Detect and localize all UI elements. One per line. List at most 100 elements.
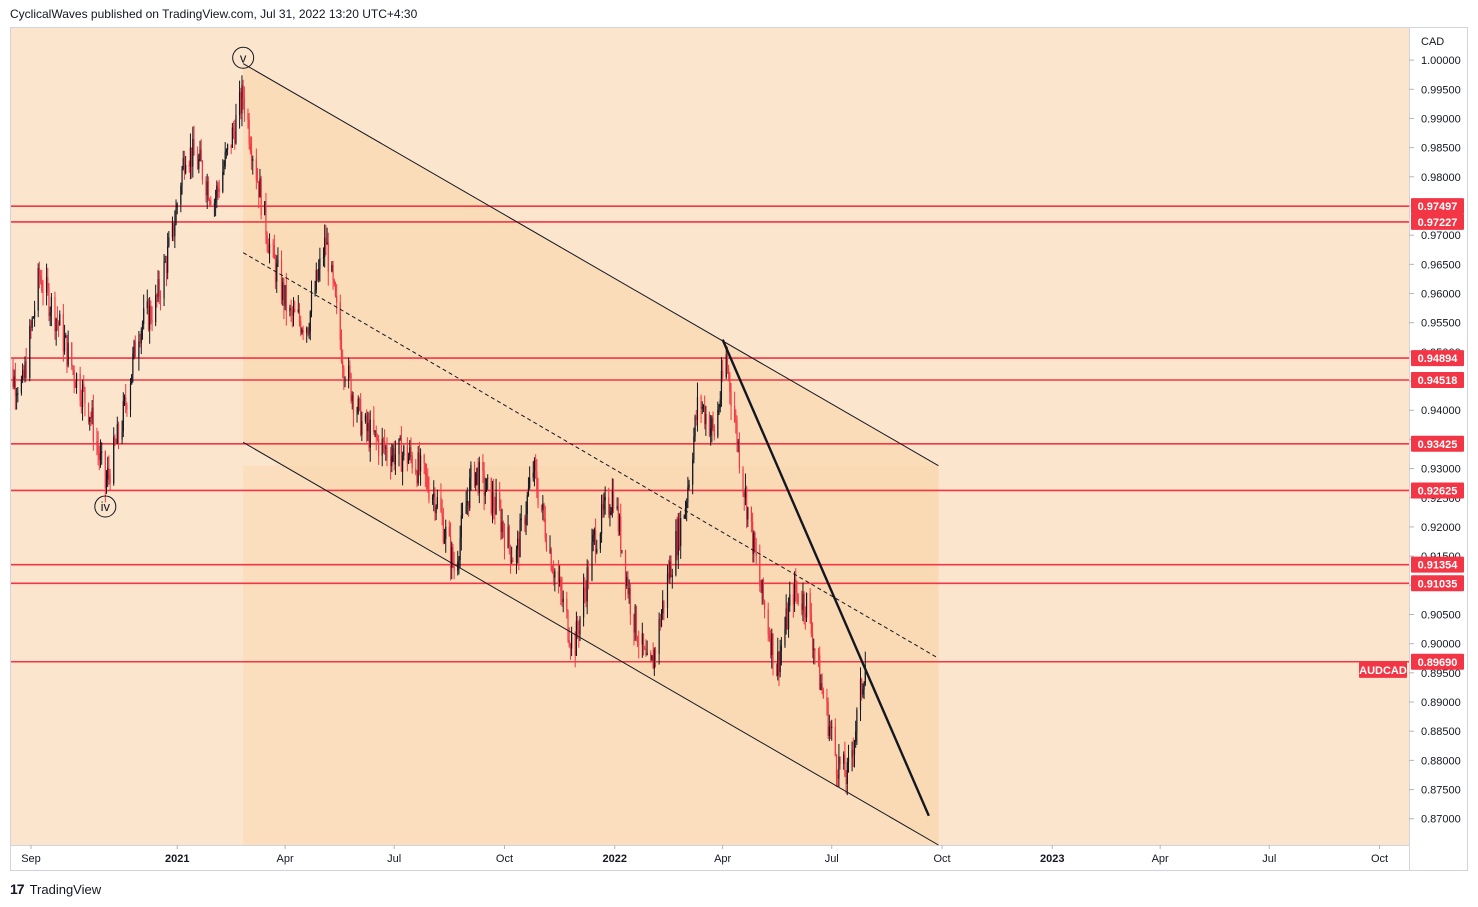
price-tick-label: 0.99500 — [1421, 84, 1461, 96]
candle-body — [267, 245, 269, 254]
level-price-tag-8[interactable] — [1411, 653, 1464, 670]
candle-body — [545, 538, 548, 550]
candle-body — [326, 241, 328, 245]
descending-trendline[interactable] — [721, 339, 930, 817]
level-price-tag-3[interactable] — [1411, 372, 1464, 389]
chart-area[interactable]: v iv CAD 1.00000 0.99500 0.99000 0.98500 0.9800… — [10, 27, 1468, 871]
candle-body — [238, 92, 241, 116]
candle-body — [458, 559, 460, 562]
brand-name[interactable]: TradingView — [29, 881, 102, 897]
candle-body — [181, 169, 183, 187]
candle-body — [557, 571, 560, 584]
level-price-tag-4[interactable] — [1411, 435, 1464, 452]
candle-body — [554, 571, 556, 578]
candle-body — [391, 455, 393, 467]
candle-body — [416, 473, 418, 484]
candle-body — [863, 684, 865, 690]
candle-body — [846, 762, 848, 784]
candle-body — [443, 538, 446, 543]
candle-body — [252, 159, 254, 161]
candle-body — [259, 178, 261, 198]
candle-body — [376, 437, 379, 440]
wave-label-1[interactable]: iv — [101, 499, 111, 514]
candle-body — [771, 633, 773, 656]
candle-body — [419, 455, 422, 472]
candle-body — [752, 521, 754, 554]
candle-body — [602, 504, 604, 510]
candle-body — [234, 131, 236, 144]
candle-body — [760, 585, 762, 593]
time-tick-label: Apr — [714, 853, 731, 865]
candle-body — [407, 456, 410, 464]
candle-body — [537, 490, 539, 505]
candle-body — [291, 310, 293, 316]
candle-body — [753, 532, 755, 554]
candle-body — [826, 697, 828, 703]
candle-body — [734, 406, 736, 421]
candle-body — [256, 180, 259, 182]
candle-body — [671, 575, 673, 578]
candle-body — [482, 462, 484, 471]
candle-body — [853, 741, 856, 755]
candle-body — [855, 731, 857, 742]
candle-body — [22, 369, 24, 380]
author-name[interactable]: CyclicalWaves — [10, 7, 88, 21]
symbol-tag[interactable] — [1359, 661, 1407, 678]
candle-body — [164, 261, 166, 263]
candle-body — [147, 301, 150, 330]
price-tick-label: 0.90500 — [1421, 609, 1461, 621]
candle-body — [493, 491, 495, 509]
wave-label-circle-0[interactable] — [232, 46, 255, 69]
price-tick-label: 0.96000 — [1421, 289, 1461, 301]
candle-body — [185, 165, 187, 174]
candle-body — [134, 341, 136, 359]
channel-middle-dashed-line[interactable] — [242, 252, 939, 659]
candle-body — [113, 436, 115, 484]
candle-body — [736, 420, 738, 445]
candle-body — [566, 598, 568, 612]
wave-label-circle-1[interactable] — [94, 495, 117, 518]
price-chart[interactable]: v iv CAD 1.00000 0.99500 0.99000 0.98500 0.9800… — [11, 28, 1467, 870]
level-price-tag-1[interactable] — [1411, 213, 1464, 230]
candle-body — [214, 197, 217, 204]
candle-body — [676, 531, 678, 556]
level-price-tag-0[interactable] — [1411, 198, 1464, 215]
tradingview-logo-icon[interactable]: 17 — [10, 881, 25, 897]
candle-body — [285, 285, 287, 312]
candle-body — [117, 424, 120, 440]
candle-body — [188, 165, 190, 167]
level-price-tag-2[interactable] — [1411, 350, 1464, 367]
candle-body — [331, 264, 333, 272]
level-price-tag-7[interactable] — [1411, 575, 1464, 592]
candle-body — [125, 397, 127, 405]
candle-body — [310, 294, 313, 312]
candle-body — [696, 396, 699, 420]
candle-body — [567, 611, 569, 641]
wave-label-0[interactable]: v — [240, 50, 247, 65]
candle-body — [406, 446, 408, 464]
candle-body — [72, 365, 74, 370]
level-price-tag-5[interactable] — [1411, 482, 1464, 499]
candle-body — [449, 535, 452, 568]
candle-body — [180, 186, 182, 205]
candle-body — [318, 268, 320, 280]
candle-body — [425, 474, 428, 476]
level-price-tag-6[interactable] — [1411, 556, 1464, 573]
level-price-tag-label-2: 0.94894 — [1418, 353, 1459, 365]
candle-body — [621, 550, 623, 552]
candle-body — [99, 452, 102, 460]
candle-body — [535, 460, 537, 472]
candle-body — [710, 428, 712, 436]
candle-body — [207, 181, 210, 200]
candle-body — [249, 143, 251, 151]
candle-body — [735, 420, 737, 422]
channel-lower-line[interactable] — [242, 441, 939, 846]
candle-body — [282, 282, 284, 301]
candle-body — [224, 152, 226, 167]
candle-body — [123, 397, 126, 401]
candle-body — [677, 518, 679, 556]
candle-body — [461, 513, 464, 516]
candle-body — [659, 618, 661, 627]
channel-upper-line[interactable] — [242, 63, 939, 467]
candle-body — [629, 588, 631, 615]
